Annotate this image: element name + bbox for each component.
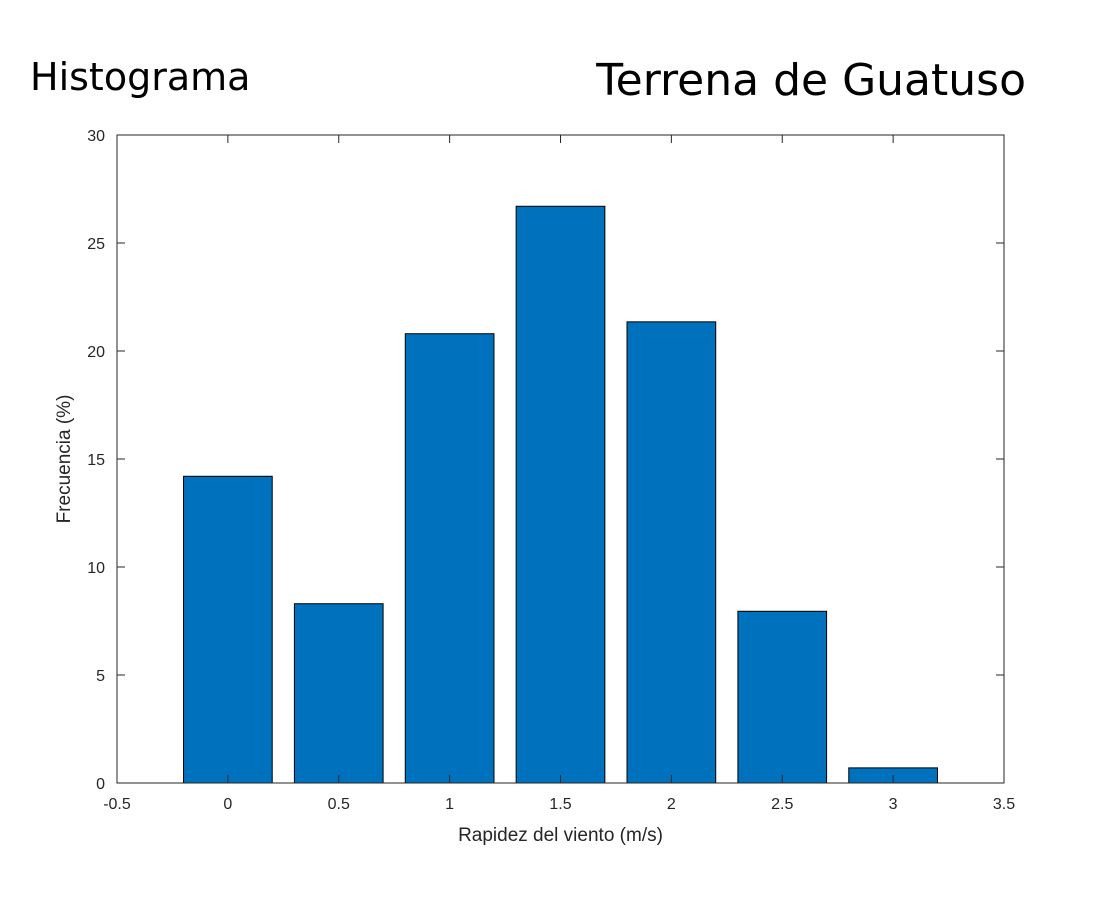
y-tick-label: 0 <box>96 776 105 793</box>
x-tick-label: 1 <box>445 796 454 813</box>
x-tick-label: 2.5 <box>771 796 793 813</box>
y-tick-label: 20 <box>87 344 105 361</box>
y-tick-label: 10 <box>87 560 105 577</box>
y-tick-label: 25 <box>87 236 105 253</box>
y-axis-label: Frecuencia (%) <box>54 395 75 524</box>
x-tick-label: -0.5 <box>103 796 131 813</box>
bar <box>515 205 606 784</box>
x-tick-label: 0.5 <box>328 796 350 813</box>
x-tick-label: 1.5 <box>549 796 571 813</box>
x-tick-label: 3.5 <box>993 796 1015 813</box>
bar <box>404 333 495 784</box>
heading-left: Histograma <box>30 55 251 99</box>
y-tick-label: 30 <box>87 128 105 145</box>
bars-group <box>183 205 938 784</box>
x-tick-label: 0 <box>223 796 232 813</box>
x-axis-label: Rapidez del viento (m/s) <box>458 825 663 846</box>
y-tick-label: 15 <box>87 452 105 469</box>
bar <box>293 603 384 784</box>
x-tick-label: 3 <box>889 796 898 813</box>
bar <box>183 475 273 784</box>
bar <box>737 610 828 784</box>
ticks-group: -0.5 0 0.5 1 1.5 2 2.5 3 3.5 0 5 10 15 20 25 30 <box>87 128 1015 813</box>
y-tick-label: 5 <box>96 668 105 685</box>
x-tick-label: 2 <box>667 796 676 813</box>
bar <box>626 321 717 784</box>
heading-right: Terrena de Guatuso <box>596 55 1026 106</box>
